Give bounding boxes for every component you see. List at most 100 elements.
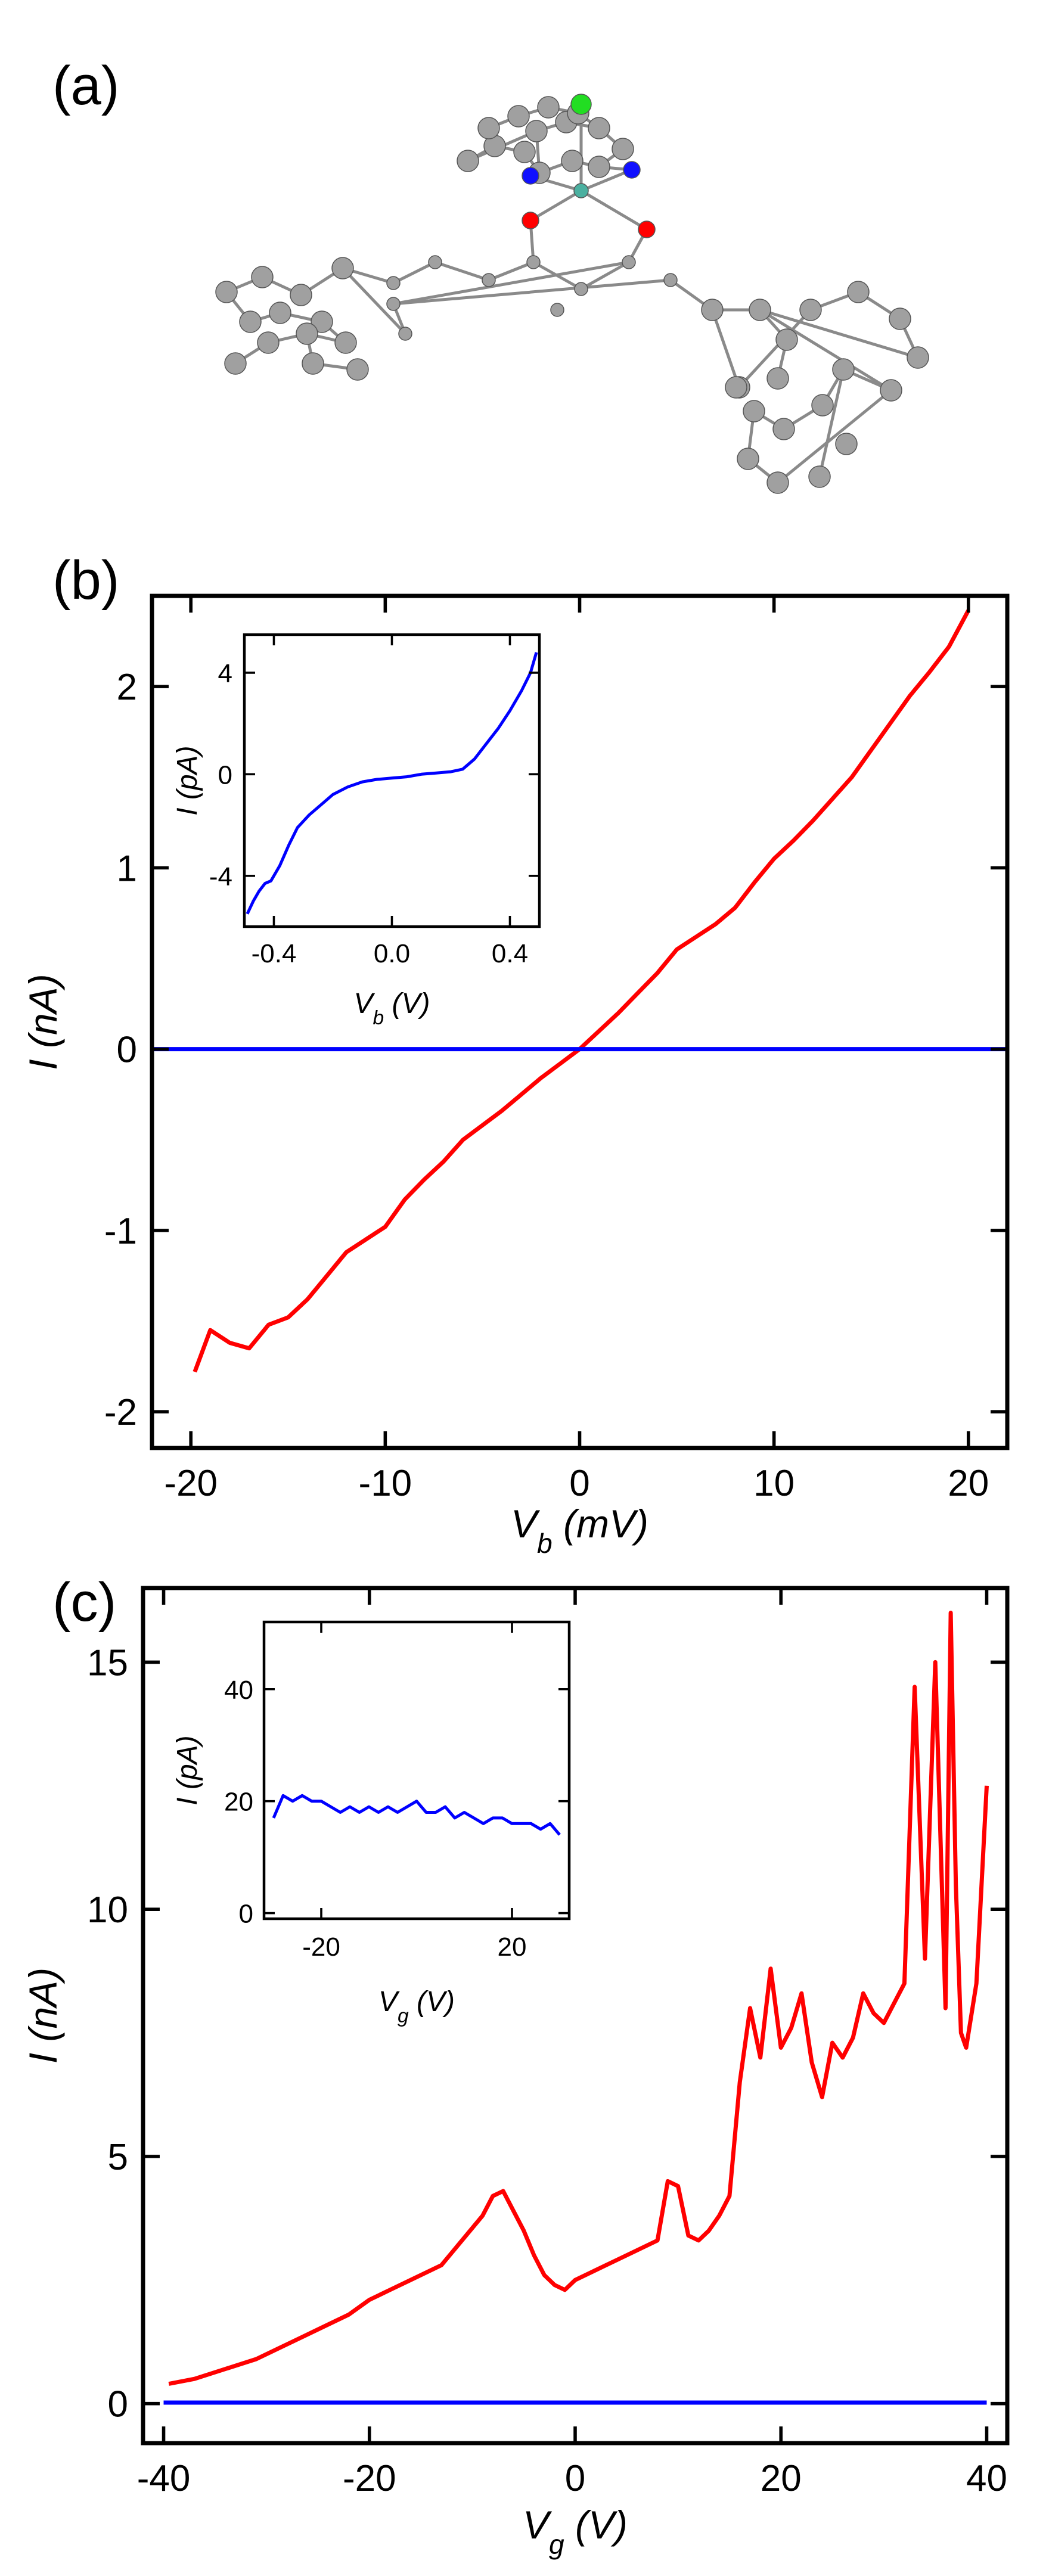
carbon-atom xyxy=(398,327,412,341)
carbon-atom xyxy=(526,255,541,269)
carbon-atom xyxy=(239,310,262,333)
carbon-atom xyxy=(302,352,324,375)
carbon-atom xyxy=(537,96,560,119)
bond xyxy=(581,168,632,192)
carbon-atom xyxy=(588,117,610,139)
bond xyxy=(777,389,892,484)
bond xyxy=(580,260,630,291)
molecule-structure-illustration xyxy=(215,94,929,494)
panel-c-label: (c) xyxy=(52,1572,116,1633)
carbon-atom xyxy=(331,257,354,279)
y-tick-label: 10 xyxy=(87,1890,128,1931)
y-tick-label: 5 xyxy=(108,2137,128,2178)
carbon-atom xyxy=(257,331,280,354)
carbon-atom xyxy=(766,367,789,390)
bond xyxy=(529,189,582,222)
carbon-atom xyxy=(612,138,634,160)
series-line-red xyxy=(168,1611,989,2386)
carbon-atom xyxy=(386,276,401,290)
carbon-atom xyxy=(772,418,795,440)
inset-background xyxy=(244,635,539,927)
x-tick-label: 20 xyxy=(948,1463,989,1504)
x-tick-label: -0.4 xyxy=(252,939,297,968)
y-tick-label: -2 xyxy=(104,1392,137,1433)
bond xyxy=(710,309,741,388)
x-tick-label: 0.0 xyxy=(374,939,410,968)
series-line-blue xyxy=(246,652,538,915)
carbon-atom xyxy=(482,273,496,287)
carbon-atom xyxy=(835,433,858,455)
y-tick-label: 15 xyxy=(87,1642,128,1683)
bond xyxy=(393,260,629,306)
bond xyxy=(580,189,648,231)
bond xyxy=(392,260,436,285)
oxygen-atom xyxy=(522,212,539,229)
carbon-atom xyxy=(907,346,929,369)
carbon-atom xyxy=(525,120,548,142)
y-tick-label: 0 xyxy=(108,2384,128,2425)
x-tick-label: 40 xyxy=(966,2458,1007,2499)
carbon-atom xyxy=(663,273,678,287)
y-tick-label: -4 xyxy=(209,862,232,891)
inset-background xyxy=(264,1622,569,1919)
bond xyxy=(488,260,534,282)
carbon-atom xyxy=(428,255,442,269)
x-axis-label: Vg (V) xyxy=(523,2503,628,2560)
panel-a: (a) xyxy=(52,55,929,494)
chlorine-atom xyxy=(570,94,592,115)
x-tick-label: 10 xyxy=(753,1463,794,1504)
y-tick-label: -1 xyxy=(104,1211,137,1252)
carbon-atom xyxy=(513,141,536,163)
carbon-atom xyxy=(269,302,291,324)
carbon-atom xyxy=(457,150,479,172)
series-line-blue xyxy=(272,1794,561,1836)
carbon-atom xyxy=(550,303,564,317)
metal-atom xyxy=(573,183,589,198)
nitrogen-atom xyxy=(623,161,641,179)
x-tick-label: -10 xyxy=(359,1463,412,1504)
carbon-atom xyxy=(847,281,870,303)
carbon-atom xyxy=(737,448,759,470)
y-tick-label: 4 xyxy=(218,659,232,688)
carbon-atom xyxy=(749,299,771,321)
x-tick-label: -20 xyxy=(302,1932,340,1962)
carbon-atom xyxy=(832,358,855,381)
panel-b-label: (b) xyxy=(52,550,119,611)
carbon-atom xyxy=(889,307,911,330)
carbon-atom xyxy=(775,328,798,351)
carbon-atom xyxy=(880,379,902,402)
carbon-atom xyxy=(334,331,357,354)
carbon-atom xyxy=(743,400,765,422)
y-tick-label: 2 xyxy=(117,667,137,708)
carbon-atom xyxy=(588,156,610,178)
carbon-atom xyxy=(811,394,834,417)
y-tick-label: 0 xyxy=(239,1900,253,1929)
y-tick-label: 40 xyxy=(224,1676,253,1705)
bond xyxy=(759,308,918,359)
panel-a-label: (a) xyxy=(52,55,119,116)
panel-c: (c) -40 -20 0 20 40 0 5 10 15 Vg (V) I (nA) -20 20 0… xyxy=(21,1572,1010,2560)
carbon-atom xyxy=(725,376,747,399)
carbon-atom xyxy=(561,150,584,172)
x-tick-label: -20 xyxy=(164,1463,218,1504)
carbon-atom xyxy=(622,255,636,269)
x-tick-label: 20 xyxy=(761,2458,802,2499)
y-axis-label: I (nA) xyxy=(21,1968,65,2064)
carbon-atom xyxy=(507,105,530,128)
carbon-atom xyxy=(290,284,312,306)
y-tick-label: 1 xyxy=(117,848,137,889)
carbon-atom xyxy=(224,352,247,375)
x-tick-label: 20 xyxy=(498,1932,527,1962)
carbon-atom xyxy=(311,310,333,333)
oxygen-atom xyxy=(638,220,656,238)
x-tick-label: -20 xyxy=(343,2458,396,2499)
carbon-atom xyxy=(296,322,318,345)
carbon-atom xyxy=(799,299,822,321)
plot-frame xyxy=(262,1620,571,1921)
carbon-atom xyxy=(386,297,401,311)
y-axis-label: I (pA) xyxy=(172,745,203,815)
x-axis-label: Vg (V) xyxy=(378,1986,455,2027)
x-axis-label: Vb (mV) xyxy=(511,1502,648,1559)
